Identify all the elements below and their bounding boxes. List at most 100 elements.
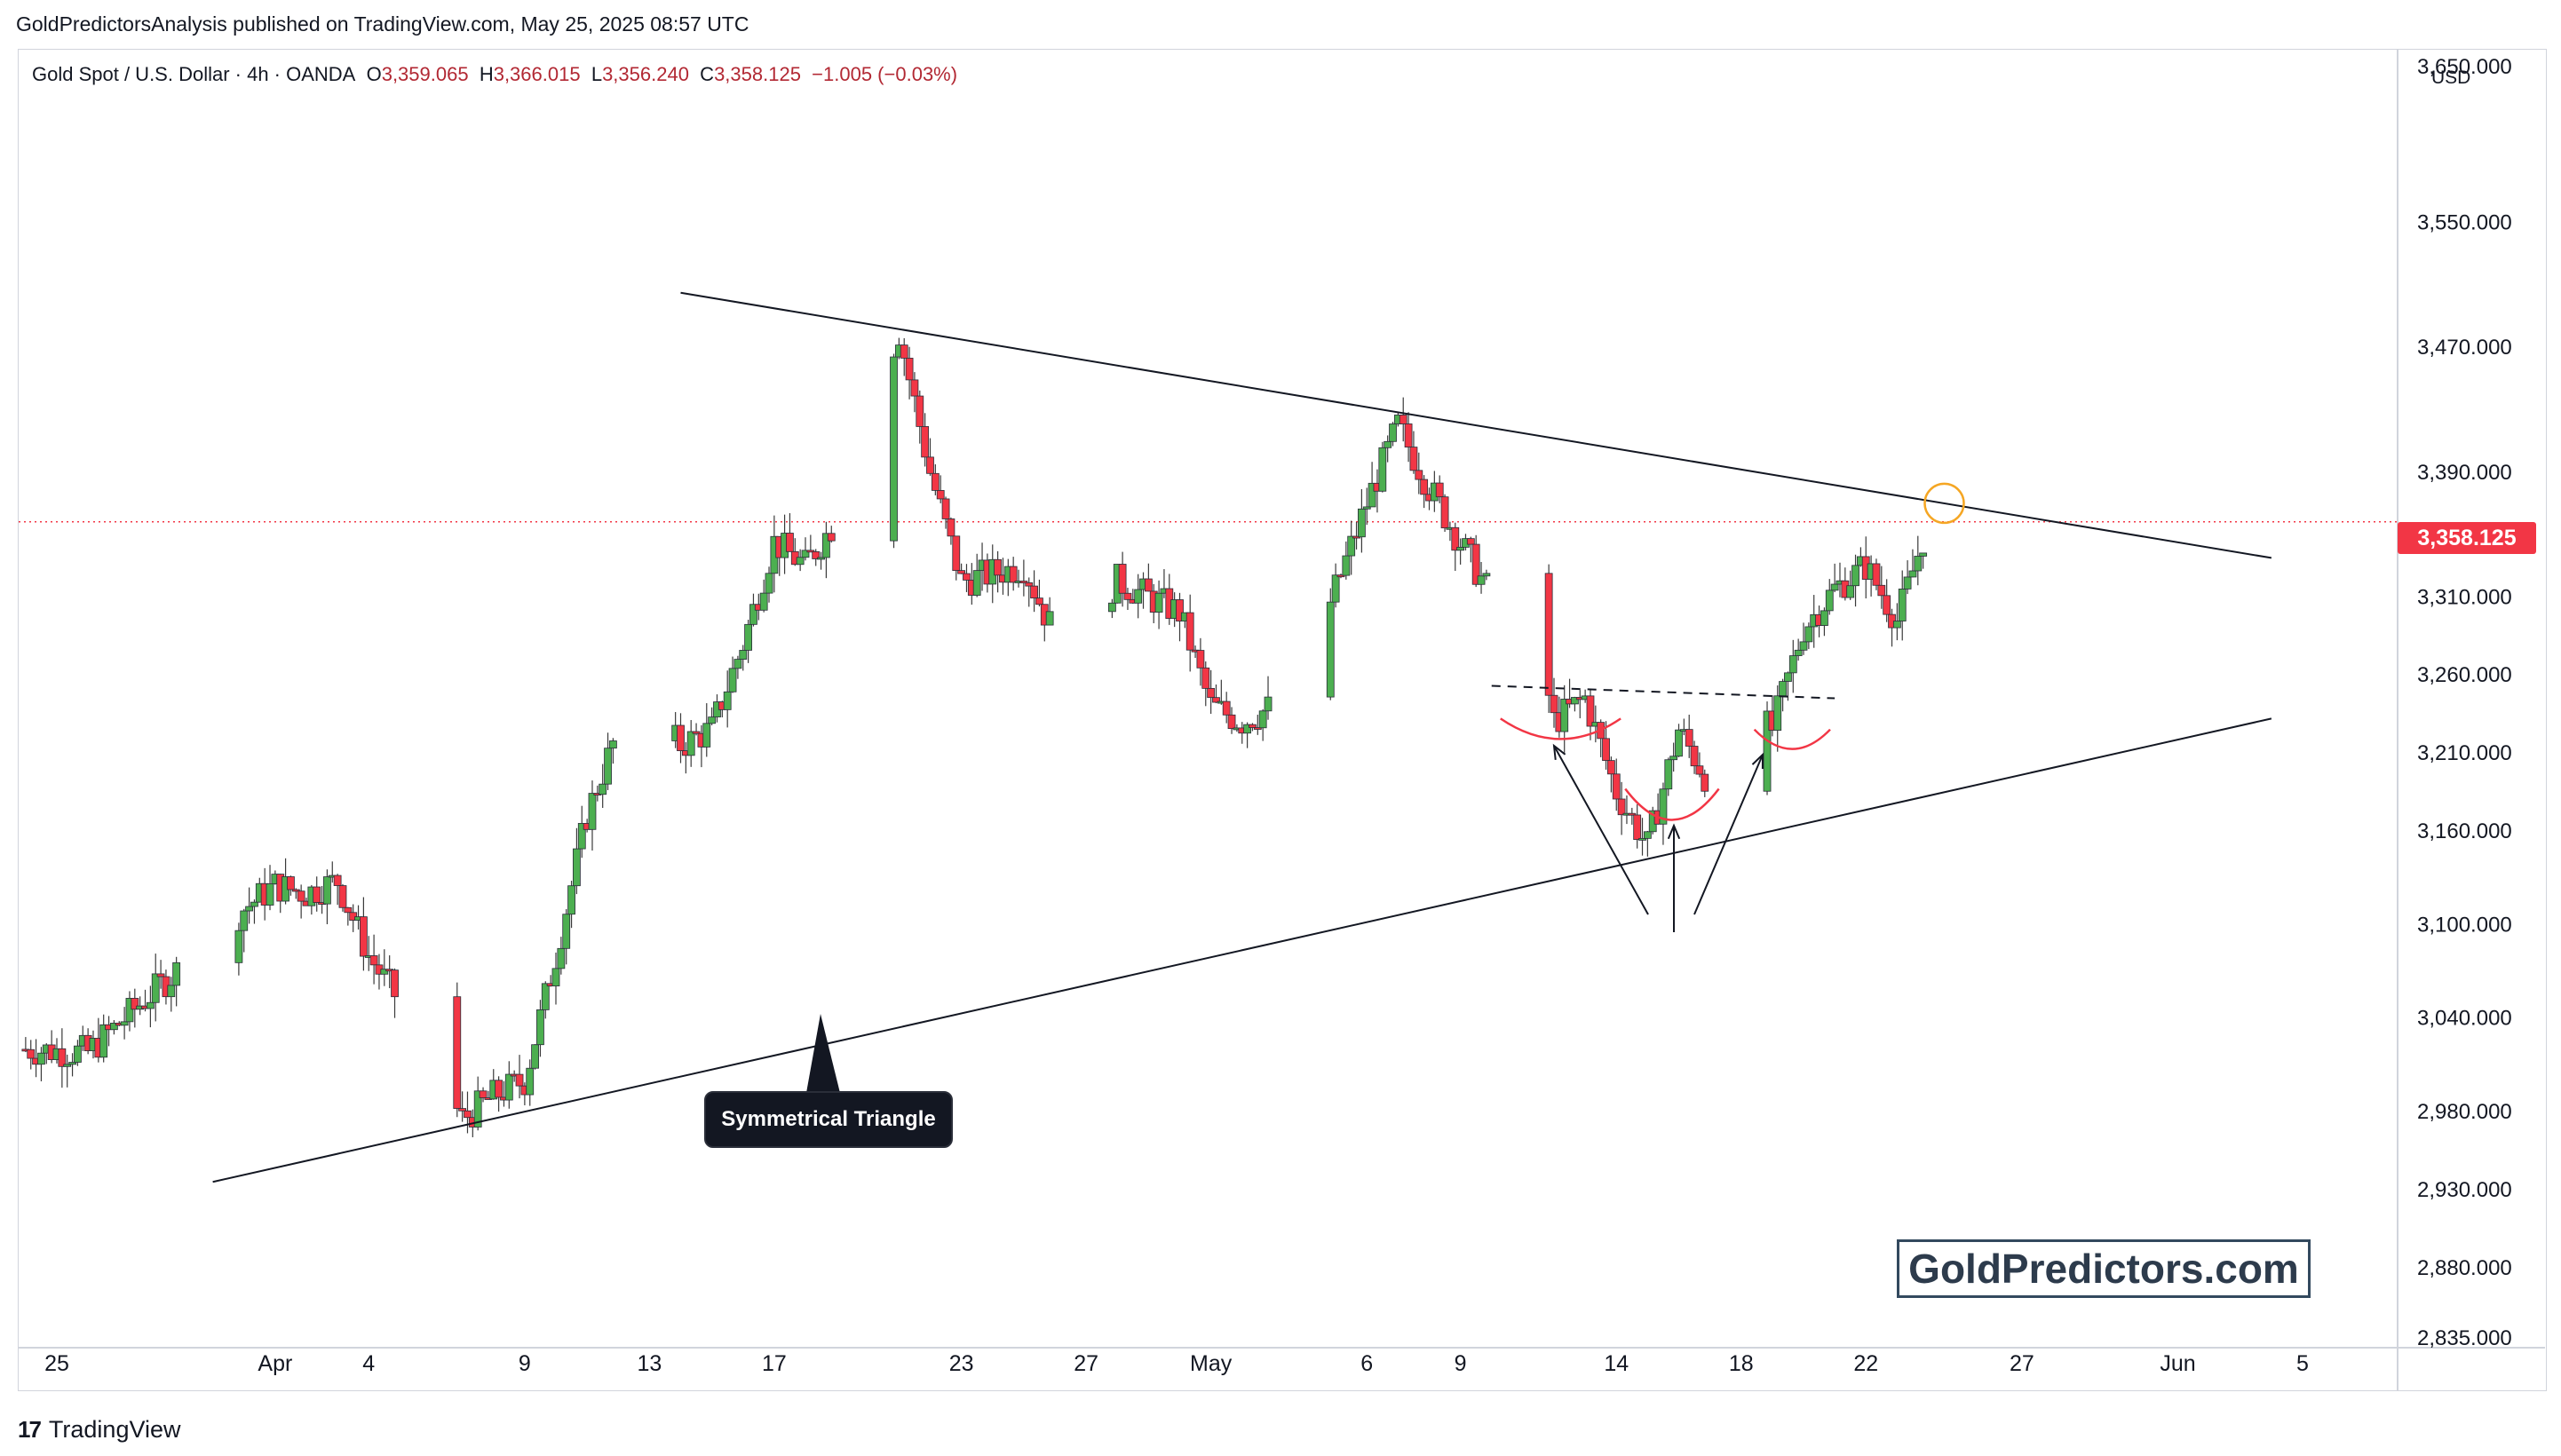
symbol-name[interactable]: Gold Spot / U.S. Dollar · 4h · OANDA <box>32 63 356 85</box>
x-tick-label: 27 <box>1074 1351 1098 1376</box>
candle <box>1773 685 1782 752</box>
candle <box>963 564 971 592</box>
tradingview-logo-icon: 17 <box>18 1415 42 1443</box>
tradingview-footer[interactable]: 17 TradingView <box>18 1413 181 1445</box>
candle <box>120 1007 129 1040</box>
candle <box>1144 563 1153 592</box>
candle <box>1820 607 1828 637</box>
candle <box>749 593 757 627</box>
candle <box>827 526 836 543</box>
candle <box>1035 579 1043 607</box>
candle <box>536 1000 544 1057</box>
candle <box>1118 551 1127 607</box>
candle <box>1466 536 1475 563</box>
candle <box>994 550 1003 593</box>
candle <box>1264 676 1273 720</box>
candle <box>1440 494 1449 533</box>
candle <box>1675 724 1683 757</box>
candle <box>577 805 586 859</box>
candle <box>68 1053 76 1077</box>
candle <box>1336 574 1345 579</box>
y-tick-label: 3,470.000 <box>2417 336 2512 360</box>
upper-trendline[interactable] <box>680 291 2272 559</box>
candle <box>27 1040 36 1070</box>
candle <box>905 346 914 400</box>
candle <box>1571 696 1579 712</box>
candle <box>167 977 176 1012</box>
candle <box>1331 563 1340 608</box>
candle <box>952 535 961 581</box>
candle <box>1846 570 1855 600</box>
candle <box>931 463 940 495</box>
currency-label[interactable]: USD <box>2431 67 2471 88</box>
y-tick-label: 2,880.000 <box>2417 1256 2512 1280</box>
candle <box>972 553 981 597</box>
callout-pointer-icon <box>806 1014 840 1093</box>
x-tick-label: 9 <box>519 1351 531 1376</box>
candle <box>1892 603 1901 641</box>
candle <box>723 670 732 728</box>
candle <box>1207 669 1216 715</box>
candle <box>812 549 821 566</box>
candle <box>526 1059 535 1106</box>
candle <box>1045 597 1054 626</box>
low-label: L <box>591 63 603 85</box>
candle <box>588 780 597 851</box>
y-tick-label: 3,310.000 <box>2417 585 2512 609</box>
left-shoulder-arc <box>1500 717 1621 740</box>
candle <box>806 534 815 553</box>
candle <box>822 521 830 579</box>
x-tick-label: 4 <box>362 1351 375 1376</box>
last-price-tag: 3,358.125 <box>2398 522 2536 554</box>
y-tick-label: 2,835.000 <box>2417 1326 2512 1350</box>
candle <box>1606 756 1615 793</box>
x-tick-label: Apr <box>258 1351 292 1376</box>
candle <box>380 949 389 986</box>
candle <box>1602 721 1610 770</box>
lower-trendline[interactable] <box>212 717 2272 1183</box>
symmetrical-triangle-callout[interactable]: Symmetrical Triangle <box>704 1091 953 1148</box>
candle <box>1883 579 1891 622</box>
candle <box>1701 769 1709 797</box>
candle <box>1357 488 1366 553</box>
candle <box>1664 757 1673 796</box>
x-tick-label: 18 <box>1729 1351 1754 1376</box>
candle <box>692 723 701 736</box>
candle <box>453 982 462 1118</box>
breakout-circle-icon <box>1923 482 1965 525</box>
candle <box>313 876 321 912</box>
candle <box>1830 563 1839 593</box>
y-tick-label: 2,980.000 <box>2417 1100 2512 1124</box>
candle <box>369 934 378 985</box>
candle <box>1550 677 1558 728</box>
candle <box>464 1091 472 1134</box>
candle <box>1362 487 1371 526</box>
chart-frame <box>18 49 2547 1391</box>
candle <box>702 703 711 757</box>
candle <box>1669 742 1678 772</box>
candle <box>1914 535 1923 586</box>
candle <box>1326 588 1335 700</box>
candle <box>1633 803 1642 849</box>
goldpredictors-watermark: GoldPredictors.com <box>1897 1239 2311 1298</box>
x-tick-label: 6 <box>1360 1351 1373 1376</box>
y-tick-label: 3,390.000 <box>2417 461 2512 485</box>
candle <box>1134 574 1143 619</box>
candle <box>1378 441 1387 493</box>
candle <box>936 475 945 503</box>
candle <box>1804 622 1813 650</box>
candle <box>1788 639 1797 693</box>
candle <box>131 988 139 1028</box>
candle <box>74 1040 82 1066</box>
candle <box>1420 475 1429 509</box>
symbol-legend: Gold Spot / U.S. Dollar · 4h · OANDA O3,… <box>32 63 957 86</box>
candle <box>1222 692 1231 724</box>
change-value: −1.005 (−0.03%) <box>812 63 958 85</box>
x-tick-label: 9 <box>1455 1351 1467 1376</box>
candle <box>291 888 300 899</box>
publisher-header: GoldPredictorsAnalysis published on Trad… <box>16 12 749 36</box>
open-label: O <box>366 63 382 85</box>
candle <box>287 875 295 896</box>
candle <box>531 1044 539 1070</box>
